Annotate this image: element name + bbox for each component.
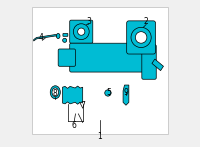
Polygon shape [63,86,83,104]
Circle shape [78,28,85,35]
Text: 8: 8 [53,89,58,98]
Text: 5: 5 [106,88,111,97]
Circle shape [73,24,89,40]
Text: 1: 1 [98,132,102,141]
Text: 3: 3 [86,17,91,26]
Circle shape [135,32,147,43]
Text: 9: 9 [124,88,128,97]
Polygon shape [123,85,129,105]
Ellipse shape [52,88,59,97]
Text: 2: 2 [144,17,149,26]
FancyBboxPatch shape [70,43,148,72]
FancyBboxPatch shape [32,7,168,134]
Ellipse shape [56,34,60,39]
Text: 6: 6 [72,121,76,130]
Circle shape [63,38,67,42]
Text: 7: 7 [80,101,85,110]
Ellipse shape [50,86,60,99]
FancyBboxPatch shape [70,20,93,43]
Polygon shape [152,59,163,71]
FancyBboxPatch shape [58,49,75,66]
FancyBboxPatch shape [142,45,156,79]
Polygon shape [34,35,58,41]
Circle shape [105,90,111,96]
Circle shape [131,27,151,47]
Text: 4: 4 [38,33,43,42]
FancyBboxPatch shape [127,21,156,54]
FancyBboxPatch shape [63,34,68,36]
